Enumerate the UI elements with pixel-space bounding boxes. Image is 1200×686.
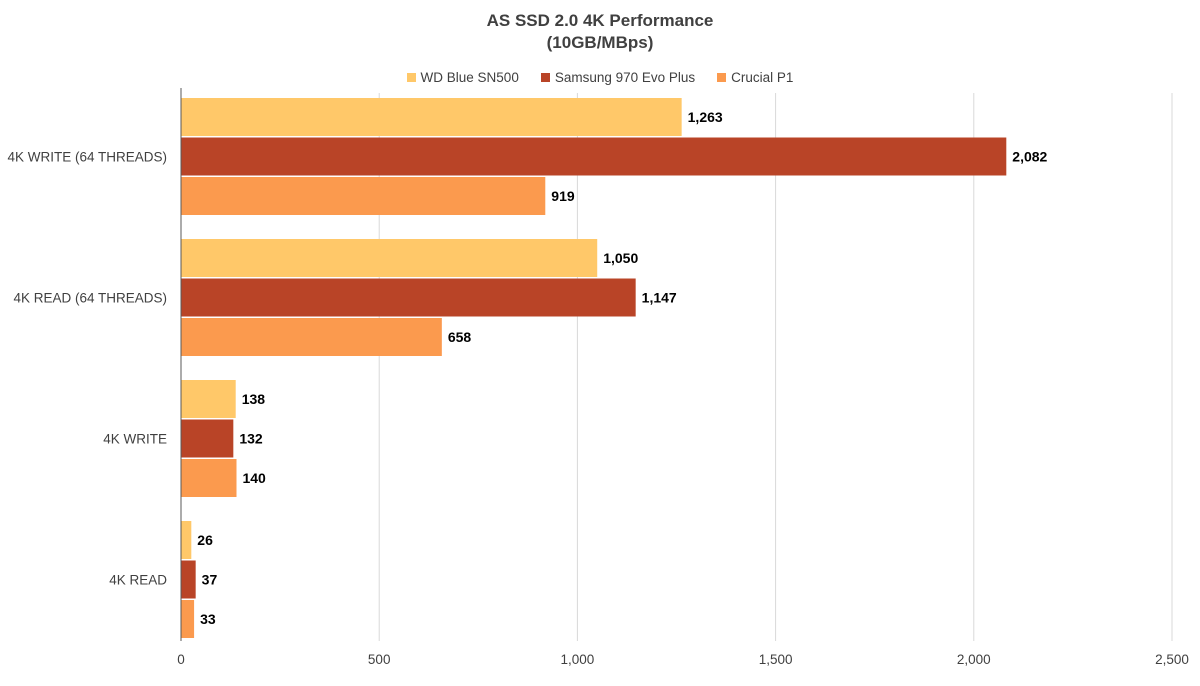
category-label: 4K WRITE <box>103 432 167 447</box>
data-label: 26 <box>197 532 213 548</box>
legend-item-crucial: Crucial P1 <box>717 70 793 85</box>
legend-swatch-wd-blue <box>406 73 416 82</box>
bar <box>181 177 546 215</box>
legend-label-samsung: Samsung 970 Evo Plus <box>554 70 696 85</box>
category-label: 4K WRITE (64 THREADS) <box>7 150 167 165</box>
x-tick-label: 0 <box>177 652 185 667</box>
bar <box>181 239 598 277</box>
data-label: 140 <box>242 470 266 486</box>
data-label: 919 <box>551 188 575 204</box>
chart-title-text: AS SSD 2.0 4K Performance <box>486 11 714 30</box>
bar <box>181 137 1007 176</box>
chart-legend: WD Blue SN500 Samsung 970 Evo Plus Cruci… <box>0 70 1200 85</box>
legend-item-wd-blue: WD Blue SN500 <box>406 70 519 85</box>
chart-subtitle-text: (10GB/MBps) <box>546 33 654 52</box>
bar <box>181 600 195 638</box>
x-tick-label: 500 <box>368 652 391 667</box>
data-label: 2,082 <box>1012 149 1047 165</box>
bar <box>181 318 442 356</box>
x-tick-label: 1,500 <box>759 652 793 667</box>
data-label: 1,147 <box>642 290 677 306</box>
chart-title: AS SSD 2.0 4K Performance (10GB/MBps) <box>0 10 1200 54</box>
legend-item-samsung: Samsung 970 Evo Plus <box>540 70 696 85</box>
data-label: 37 <box>202 572 218 588</box>
bar <box>181 380 236 418</box>
legend-swatch-samsung <box>540 73 550 82</box>
x-tick-label: 2,000 <box>957 652 991 667</box>
bar <box>181 278 636 317</box>
bar <box>181 419 234 458</box>
data-label: 132 <box>239 431 263 447</box>
bar <box>181 98 682 136</box>
x-tick-label: 1,000 <box>561 652 595 667</box>
category-label: 4K READ <box>109 573 167 588</box>
data-label: 1,050 <box>603 250 638 266</box>
bar <box>181 459 237 497</box>
legend-label-crucial: Crucial P1 <box>731 70 794 85</box>
bar <box>181 560 196 599</box>
data-label: 138 <box>242 391 266 407</box>
x-tick-label: 2,500 <box>1155 652 1189 667</box>
bar <box>181 521 192 559</box>
legend-swatch-crucial <box>717 73 727 82</box>
data-label: 658 <box>448 329 472 345</box>
category-label: 4K READ (64 THREADS) <box>13 291 167 306</box>
data-label: 1,263 <box>688 109 723 125</box>
data-label: 33 <box>200 611 216 627</box>
legend-label-wd-blue: WD Blue SN500 <box>420 70 519 85</box>
